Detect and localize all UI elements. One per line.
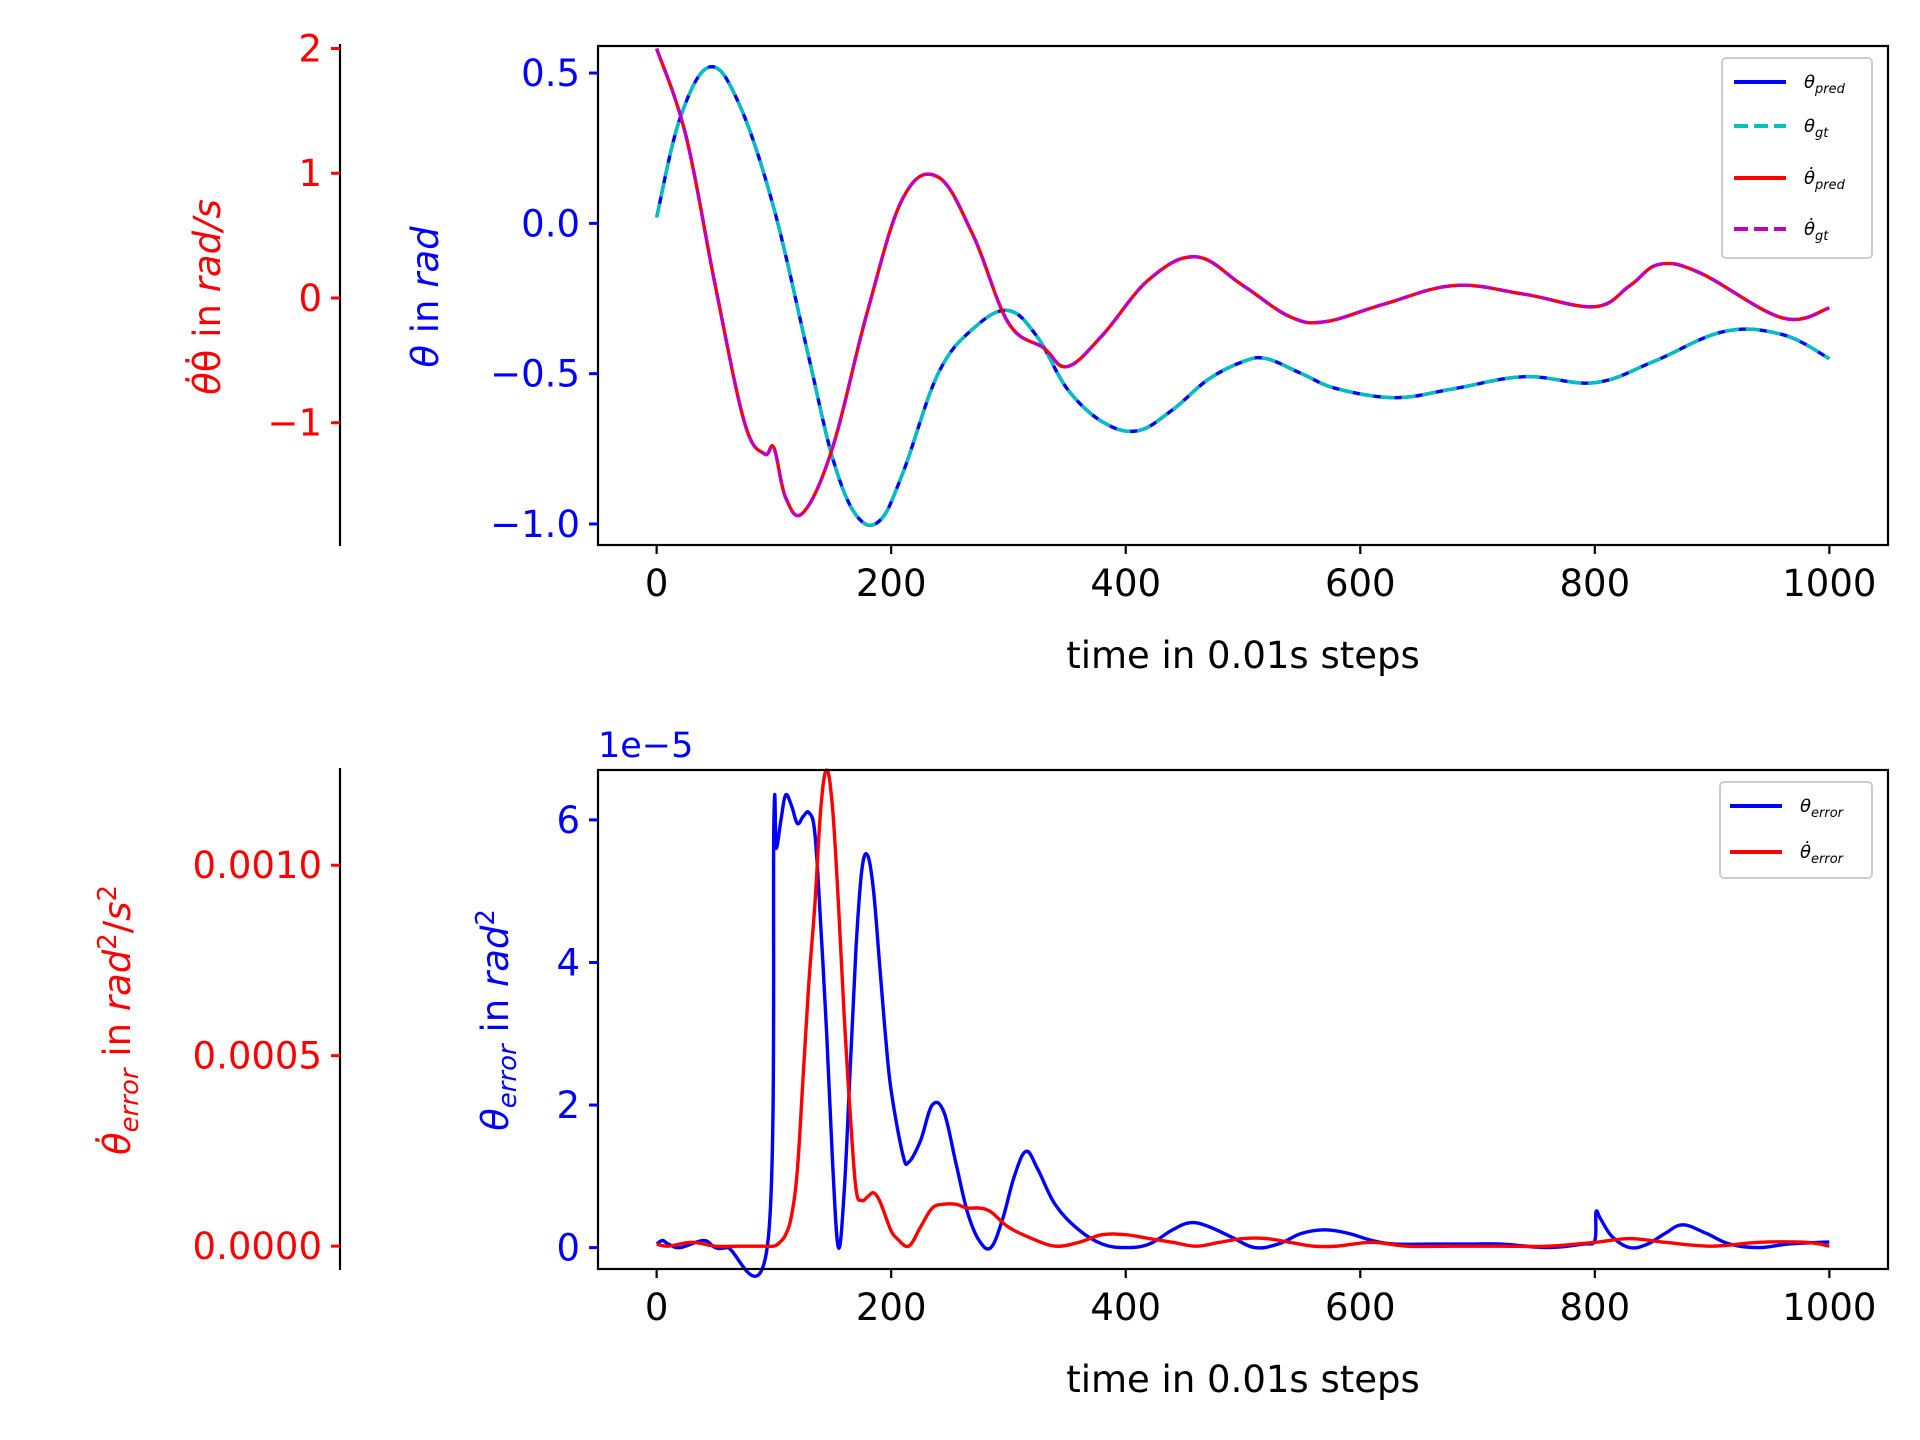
legend-label-theta-pred: θpred — [1804, 72, 1846, 97]
bottom-theta-error-axis-label: θerror in rad2 — [471, 909, 523, 1131]
bottom-theta-error-axis: 6 4 2 0 — [556, 799, 598, 1270]
x-tick-label: 400 — [1090, 562, 1161, 605]
x-tick-label: 600 — [1325, 562, 1396, 605]
legend-label-thetadot-pred: θ̇pred — [1804, 166, 1846, 193]
bottom-x-axis: 0 200 400 600 800 1000 — [645, 1269, 1876, 1329]
series-line-thetadot-error — [656, 768, 1830, 1249]
x-tick-label: 200 — [856, 562, 927, 605]
thetadot-tick-label: 1 — [298, 152, 322, 195]
legend-label-theta-gt: θgt — [1804, 116, 1829, 141]
top-thetadot-axis-label: θ̇θ̇ in rad/s — [184, 199, 229, 395]
bottom-panel: 0 200 400 600 800 1000 time in 0.01s steps 6 4… — [93, 726, 1890, 1401]
bottom-x-axis-label: time in 0.01s steps — [1066, 1358, 1420, 1401]
bottom-thetadot-error-axis: 0.0010 0.0005 0.0000 — [193, 844, 340, 1268]
thetadot-tick-label: 0.0005 — [193, 1035, 322, 1078]
x-tick-label: 600 — [1325, 1286, 1396, 1329]
x-tick-label: 0 — [645, 562, 669, 605]
thetadot-tick-label: 0 — [298, 277, 322, 320]
top-x-axis-label: time in 0.01s steps — [1066, 634, 1420, 677]
x-tick-label: 200 — [856, 1286, 927, 1329]
top-legend-box — [1721, 57, 1873, 259]
top-x-axis: 0 200 400 600 800 1000 — [645, 545, 1876, 605]
top-plot-frame — [596, 44, 1890, 547]
theta-tick-label: 6 — [556, 799, 580, 842]
bottom-legend: θerror θ̇error — [1719, 781, 1873, 879]
x-tick-label: 800 — [1560, 562, 1631, 605]
bottom-thetadot-error-axis-label: θ̇error in rad2/s2 — [93, 885, 145, 1155]
x-tick-label: 1000 — [1782, 1286, 1876, 1329]
theta-tick-label: −1.0 — [490, 503, 580, 546]
x-tick-label: 400 — [1090, 1286, 1161, 1329]
series-line-thetadot-gt — [655, 47, 1830, 518]
legend-label-thetadot-error: θ̇error — [1800, 840, 1845, 867]
theta-tick-label: 4 — [556, 941, 580, 984]
top-theta-axis-label: θ in rad — [404, 226, 447, 368]
legend-label-theta-error: θerror — [1800, 796, 1845, 821]
thetadot-tick-label: 0.0010 — [193, 844, 322, 887]
top-legend: θpred θgt θ̇pred θ̇gt — [1721, 57, 1873, 259]
thetadot-tick-label: −1 — [267, 402, 322, 445]
bottom-plot-frame — [596, 768, 1890, 1271]
x-tick-label: 1000 — [1782, 562, 1876, 605]
theta-tick-label: 0.5 — [521, 52, 580, 95]
legend-label-thetadot-gt: θ̇gt — [1804, 217, 1829, 244]
theta-tick-label: 2 — [556, 1084, 580, 1127]
theta-tick-label: −0.5 — [490, 353, 580, 396]
bottom-plot-area — [596, 768, 1890, 1278]
bottom-offset-text: 1e−5 — [598, 726, 693, 766]
bottom-legend-box — [1719, 781, 1873, 879]
top-plot-area — [596, 44, 1890, 547]
theta-tick-label: 0.0 — [521, 202, 580, 245]
theta-tick-label: 0 — [556, 1227, 580, 1270]
top-thetadot-axis: 2 1 0 −1 — [267, 27, 340, 445]
thetadot-tick-label: 0.0000 — [193, 1225, 322, 1268]
x-tick-label: 0 — [645, 1286, 669, 1329]
series-line-theta-gt — [654, 65, 1831, 528]
top-theta-axis: 0.5 0.0 −0.5 −1.0 — [490, 52, 598, 546]
thetadot-tick-label: 2 — [298, 27, 322, 70]
x-tick-label: 800 — [1560, 1286, 1631, 1329]
top-panel: 0 200 400 600 800 1000 time in 0.01s steps 0.… — [184, 27, 1890, 677]
